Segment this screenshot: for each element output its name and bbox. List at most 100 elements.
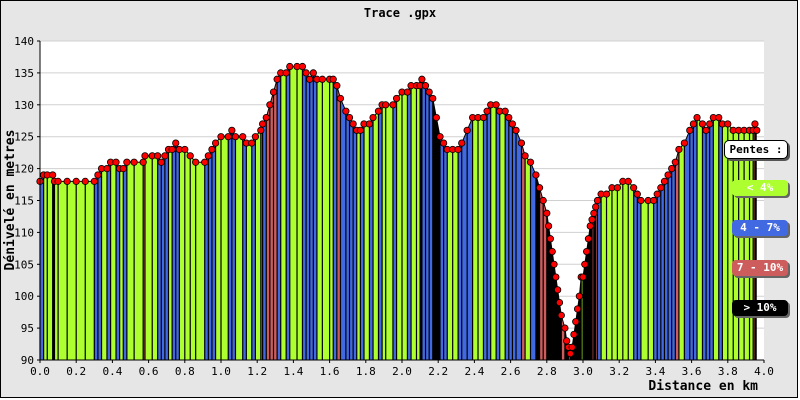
slope-segment — [512, 123, 517, 360]
slope-segment — [67, 181, 77, 360]
elevation-point — [224, 133, 232, 141]
x-tick-label: 2.8 — [537, 365, 557, 378]
slope-segment — [432, 98, 437, 361]
x-tick-label: 3.6 — [682, 365, 702, 378]
elevation-point — [552, 273, 560, 281]
elevation-point — [458, 139, 466, 147]
elevation-point — [539, 196, 547, 205]
elevation-point — [526, 158, 535, 166]
slope-segment — [172, 143, 176, 360]
slope-segment — [702, 123, 707, 360]
slope-segment — [483, 111, 488, 361]
x-tick-label: 2.2 — [428, 365, 448, 378]
slope-segment — [123, 162, 127, 360]
elevation-point — [505, 113, 513, 122]
slope-segment — [637, 194, 641, 360]
slope-segment — [539, 187, 544, 360]
slope-segment — [286, 66, 290, 361]
slope-segment — [640, 200, 649, 360]
elevation-point — [429, 94, 437, 103]
slope-segment — [289, 66, 298, 361]
elevation-point — [157, 158, 165, 166]
elevation-point — [262, 113, 270, 122]
slope-segment — [340, 98, 346, 361]
elevation-point — [555, 298, 564, 307]
slope-segment — [242, 136, 247, 360]
slope-segment — [633, 187, 638, 360]
elevation-point — [590, 209, 598, 217]
elevation-point — [584, 235, 593, 243]
elevation-point — [566, 350, 574, 358]
chart-title: Trace .gpx — [363, 6, 437, 20]
elevation-point — [698, 120, 707, 128]
elevation-point — [369, 113, 377, 122]
slope-segment — [733, 130, 739, 360]
legend-item-7-10: 7 - 10% — [732, 260, 788, 276]
slope-segment — [126, 162, 135, 360]
elevation-point — [81, 177, 89, 185]
elevation-point — [356, 126, 364, 134]
elevation-point — [382, 101, 390, 109]
elevation-point — [425, 88, 433, 96]
slope-segment — [58, 181, 68, 360]
x-tick-label: 1.6 — [320, 365, 340, 378]
slope-segment — [689, 123, 694, 360]
x-tick-label: 4.0 — [754, 365, 774, 378]
elevation-point — [454, 145, 462, 154]
elevation-point — [751, 120, 759, 128]
slope-segment — [505, 111, 509, 361]
y-tick-label: 110 — [14, 226, 34, 239]
slope-segment — [499, 111, 506, 361]
elevation-point — [298, 62, 307, 71]
slope-segment — [251, 136, 256, 360]
slope-segment — [190, 155, 196, 360]
slope-segment — [221, 136, 229, 360]
elevation-point — [342, 107, 350, 115]
elevation-point — [633, 190, 641, 198]
slope-segment — [356, 130, 361, 360]
elevation-point — [483, 107, 491, 115]
elevation-point — [561, 324, 569, 332]
elevation-point — [259, 120, 267, 128]
elevation-point — [365, 120, 374, 128]
x-tick-label: 3.4 — [645, 365, 665, 378]
x-tick-label: 3.0 — [573, 365, 593, 378]
elevation-point — [588, 216, 596, 224]
elevation-point — [168, 145, 176, 154]
elevation-point — [436, 133, 444, 141]
elevation-point — [501, 107, 509, 115]
elevation-point — [217, 133, 225, 141]
slope-segment — [461, 130, 468, 360]
slope-segment — [508, 117, 513, 360]
elevation-point — [613, 184, 621, 192]
slope-segment — [392, 98, 397, 361]
elevation-point — [693, 113, 701, 122]
x-tick-label: 2.6 — [501, 365, 521, 378]
slope-segment — [235, 136, 243, 360]
y-tick-label: 140 — [14, 35, 34, 48]
x-tick-label: 1.4 — [283, 365, 303, 378]
elevation-point — [479, 113, 488, 122]
slope-segment — [678, 143, 685, 360]
slope-segment — [175, 143, 180, 360]
x-tick-label: 0.0 — [30, 365, 50, 378]
slope-segment — [738, 130, 745, 360]
elevation-point — [302, 69, 310, 77]
x-tick-label: 1.0 — [211, 365, 231, 378]
x-tick-label: 0.6 — [139, 365, 159, 378]
elevation-point — [139, 158, 147, 166]
slope-segment — [693, 117, 698, 360]
slope-segment — [487, 104, 491, 360]
slope-segment — [653, 194, 658, 360]
slope-segment — [215, 136, 221, 360]
slope-segment — [306, 72, 310, 361]
elevation-point — [602, 190, 611, 198]
y-axis-label: Dénivelé en metres — [3, 130, 18, 271]
x-tick-label: 0.2 — [66, 365, 86, 378]
elevation-point — [231, 133, 240, 141]
elevation-point — [686, 126, 694, 134]
elevation-point — [671, 158, 679, 166]
slope-segment — [378, 104, 383, 360]
elevation-point — [208, 145, 216, 154]
slope-segment — [116, 162, 120, 360]
